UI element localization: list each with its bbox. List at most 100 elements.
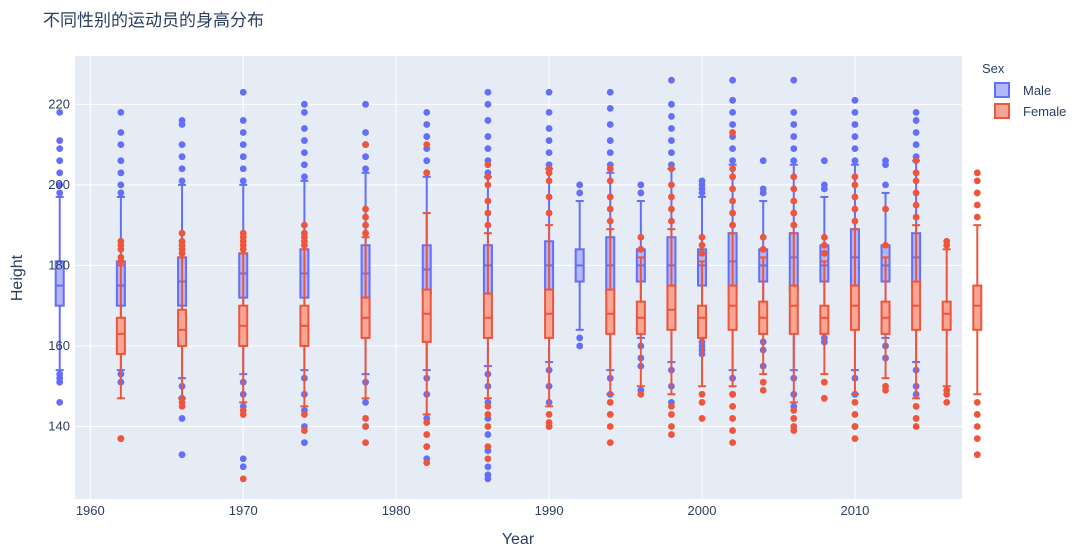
male-outlier-point bbox=[239, 455, 247, 463]
female-outlier-point bbox=[362, 229, 369, 237]
female-outlier-point bbox=[882, 241, 889, 249]
male-outlier-point bbox=[729, 96, 737, 104]
female-iqr-box bbox=[482, 292, 493, 339]
female-box-2004 bbox=[788, 173, 799, 434]
male-outlier-point bbox=[484, 133, 492, 140]
female-outlier-point bbox=[178, 229, 186, 237]
female-outlier-point bbox=[851, 205, 859, 213]
female-outlier-point bbox=[820, 233, 828, 241]
female-box-1988 bbox=[544, 165, 555, 430]
female-outlier-point bbox=[300, 229, 308, 237]
x-tick-label: 1980 bbox=[382, 503, 411, 518]
female-outlier-point bbox=[239, 411, 247, 418]
female-outlier-point bbox=[668, 402, 675, 410]
female-outlier-point bbox=[698, 241, 706, 249]
female-outlier-point bbox=[912, 189, 920, 197]
female-outlier-point bbox=[759, 233, 767, 241]
y-axis-ticks: 140 160 180 200 220 bbox=[48, 96, 70, 433]
male-outlier-point bbox=[912, 108, 920, 116]
female-outlier-point bbox=[729, 390, 737, 398]
male-outlier-point bbox=[56, 189, 64, 197]
female-outlier-point bbox=[300, 221, 308, 229]
female-iqr-box bbox=[972, 284, 983, 331]
female-box-2016 bbox=[972, 169, 983, 459]
female-outlier-point bbox=[882, 205, 889, 213]
female-outlier-point bbox=[973, 398, 981, 406]
female-outlier-point bbox=[545, 423, 553, 430]
female-outlier-point bbox=[729, 185, 737, 193]
male-outlier-point bbox=[790, 121, 798, 128]
female-box-1960 bbox=[115, 237, 126, 442]
female-outlier-point bbox=[729, 165, 737, 173]
male-box-2000 bbox=[666, 76, 677, 406]
male-outlier-point bbox=[545, 125, 553, 132]
male-outlier-point bbox=[790, 157, 798, 165]
female-outlier-point bbox=[484, 423, 492, 430]
female-outlier-point bbox=[851, 423, 859, 430]
female-outlier-point bbox=[943, 398, 951, 406]
female-outlier-point bbox=[973, 411, 981, 418]
x-tick-label: 1960 bbox=[76, 503, 105, 518]
female-box-1980 bbox=[421, 141, 432, 467]
male-outlier-point bbox=[851, 121, 859, 128]
legend[interactable]: Sex Male Female bbox=[982, 61, 1066, 119]
female-iqr-box bbox=[605, 288, 616, 335]
y-tick-label: 160 bbox=[48, 338, 70, 353]
female-iqr-box bbox=[177, 308, 188, 347]
box-traces bbox=[54, 76, 983, 483]
female-box-1984 bbox=[482, 161, 493, 463]
female-outlier-point bbox=[545, 165, 553, 173]
female-outlier-point bbox=[668, 411, 675, 418]
female-outlier-point bbox=[912, 415, 920, 422]
male-outlier-point bbox=[606, 121, 614, 128]
male-outlier-point bbox=[239, 177, 247, 185]
female-outlier-point bbox=[698, 390, 706, 398]
legend-swatch-male bbox=[994, 82, 1010, 98]
female-outlier-point bbox=[912, 423, 920, 430]
male-outlier-point bbox=[484, 100, 492, 108]
female-outlier-point bbox=[117, 435, 125, 442]
female-outlier-point bbox=[729, 415, 737, 422]
female-outlier-point bbox=[423, 459, 431, 467]
male-outlier-point bbox=[882, 181, 889, 189]
male-outlier-point bbox=[851, 96, 859, 104]
female-outlier-point bbox=[484, 209, 492, 217]
female-outlier-point bbox=[606, 439, 614, 447]
male-outlier-point bbox=[545, 137, 553, 144]
female-outlier-point bbox=[912, 157, 920, 165]
female-box-2014 bbox=[941, 237, 952, 406]
male-outlier-point bbox=[56, 108, 64, 116]
female-outlier-point bbox=[423, 431, 431, 438]
x-tick-label: 1990 bbox=[535, 503, 564, 518]
female-outlier-point bbox=[545, 209, 553, 217]
female-outlier-point bbox=[362, 423, 369, 430]
female-box-2010 bbox=[880, 205, 891, 394]
male-outlier-point bbox=[851, 108, 859, 116]
male-iqr-box bbox=[54, 260, 65, 307]
female-outlier-point bbox=[973, 169, 981, 177]
female-box-1964 bbox=[177, 229, 188, 410]
female-outlier-point bbox=[668, 205, 675, 213]
male-outlier-point bbox=[300, 173, 308, 181]
female-outlier-point bbox=[820, 378, 828, 386]
female-outlier-point bbox=[362, 213, 369, 221]
male-outlier-point bbox=[790, 108, 798, 116]
female-outlier-point bbox=[606, 398, 614, 406]
female-outlier-point bbox=[851, 217, 859, 225]
male-outlier-point bbox=[300, 100, 308, 108]
legend-item-female[interactable]: Female bbox=[994, 103, 1066, 119]
female-outlier-point bbox=[729, 402, 737, 410]
female-outlier-point bbox=[484, 197, 492, 205]
legend-item-male[interactable]: Male bbox=[994, 82, 1051, 98]
x-tick-label: 1970 bbox=[229, 503, 258, 518]
male-outlier-point bbox=[56, 157, 64, 165]
female-outlier-point bbox=[912, 169, 920, 177]
female-outlier-point bbox=[759, 245, 767, 253]
female-outlier-point bbox=[973, 451, 981, 459]
male-outlier-point bbox=[851, 157, 859, 165]
female-iqr-box bbox=[421, 288, 432, 343]
male-outlier-point bbox=[484, 431, 492, 438]
female-outlier-point bbox=[484, 221, 492, 229]
female-outlier-point bbox=[484, 411, 492, 418]
